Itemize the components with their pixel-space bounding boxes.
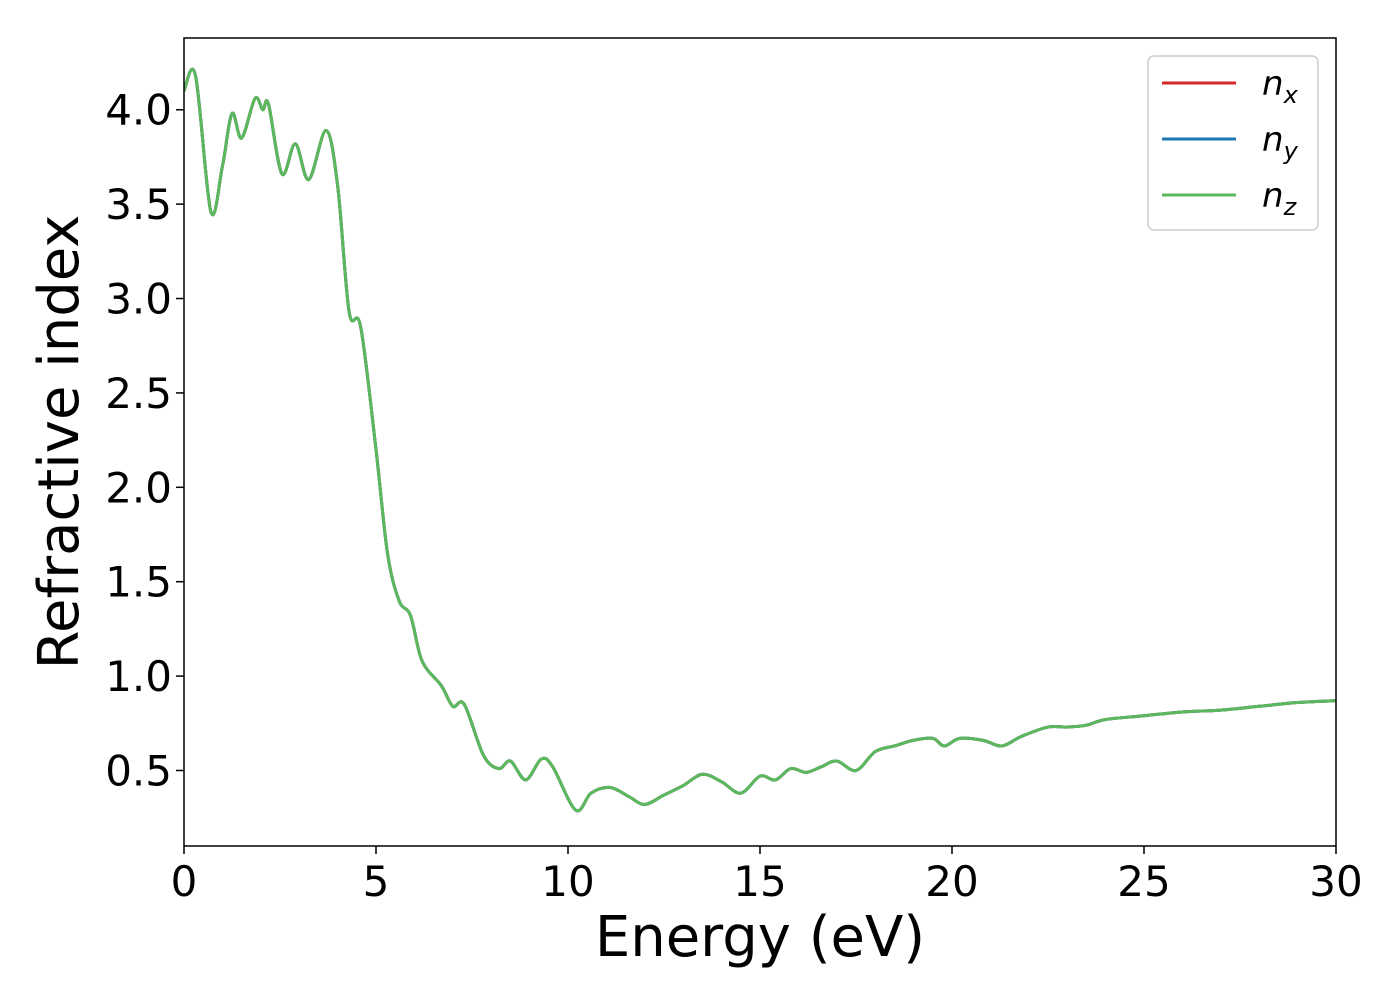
legend: nx ny nz [1147,55,1319,231]
series-layer [184,67,1336,813]
legend-label-n-z: nz [1262,176,1298,221]
x-tick-label: 20 [925,857,978,906]
x-tick-label: 25 [1117,857,1170,906]
x-axis-ticks: 0 5 10 15 20 25 30 [171,846,1363,906]
y-tick-label: 0.5 [105,746,172,795]
y-tick-label: 3.5 [105,180,172,229]
y-tick-label: 4.0 [105,86,172,135]
x-tick-label: 10 [541,857,594,906]
series-line-n-z [184,67,1336,813]
legend-box [1147,55,1319,231]
y-tick-label: 2.5 [105,369,172,418]
x-tick-label: 0 [171,857,198,906]
y-axis-ticks: 0.5 1.0 1.5 2.0 2.5 3.0 3.5 4.0 [105,86,184,795]
x-tick-label: 5 [363,857,390,906]
y-tick-label: 3.0 [105,275,172,324]
y-tick-label: 1.0 [105,652,172,701]
legend-label-n-x: nx [1262,64,1299,109]
y-axis-title: Refractive index [27,215,92,670]
x-axis-title: Energy (eV) [595,905,925,970]
y-tick-label: 1.5 [105,558,172,607]
legend-label-n-y: ny [1262,120,1299,165]
y-tick-label: 2.0 [105,463,172,512]
x-tick-label: 15 [733,857,786,906]
x-tick-label: 30 [1309,857,1362,906]
